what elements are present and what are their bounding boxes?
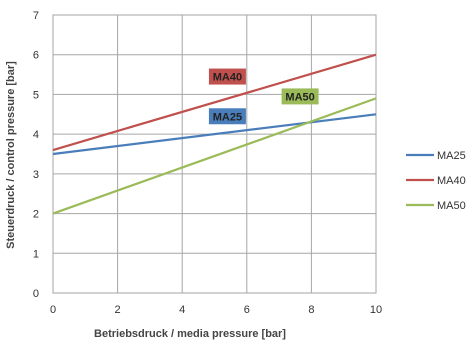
plot-area: [52, 14, 377, 294]
y-axis-title: Steuerdruck / control pressure [bar]: [5, 61, 17, 249]
x-tick-label: 0: [50, 304, 56, 316]
series-line-ma40: [52, 53, 377, 152]
series-tag-label-ma25: MA25: [213, 111, 242, 123]
y-tick-label: 5: [33, 89, 39, 101]
series-tags: MA25 MA40 MA50: [208, 68, 319, 125]
y-tick-label: 7: [33, 10, 39, 22]
x-tick-label: 10: [370, 304, 382, 316]
y-tick-label: 6: [33, 50, 39, 62]
x-tick-label: 4: [179, 304, 185, 316]
y-tick-label: 0: [33, 288, 39, 300]
legend-label-ma40: MA40: [437, 175, 466, 187]
y-tick-label: 4: [33, 129, 39, 141]
x-tick-label: 8: [308, 304, 314, 316]
series-lines: [52, 53, 377, 215]
y-tick-label: 1: [33, 248, 39, 260]
x-axis-ticks: 0 2 4 6 8 10: [50, 304, 382, 316]
legend-label-ma25: MA25: [437, 150, 466, 162]
series-tag-box-ma40: [208, 68, 246, 85]
series-tag-label-ma40: MA40: [213, 72, 242, 84]
series-tag-box-ma25: [208, 108, 246, 125]
legend-label-ma50: MA50: [437, 200, 466, 212]
x-tick-label: 2: [115, 304, 121, 316]
series-tag-label-ma50: MA50: [285, 91, 314, 103]
series-tag-box-ma50: [281, 88, 319, 105]
legend: MA25 MA40 MA50: [406, 150, 466, 212]
series-line-ma25: [52, 113, 377, 156]
series-line-ma50: [52, 97, 377, 215]
y-tick-label: 3: [33, 169, 39, 181]
y-axis-ticks: 0 1 2 3 4 5 6 7: [33, 10, 39, 300]
x-tick-label: 6: [244, 304, 250, 316]
y-tick-label: 2: [33, 209, 39, 221]
x-axis-title: Betriebsdruck / media pressure [bar]: [94, 328, 286, 340]
